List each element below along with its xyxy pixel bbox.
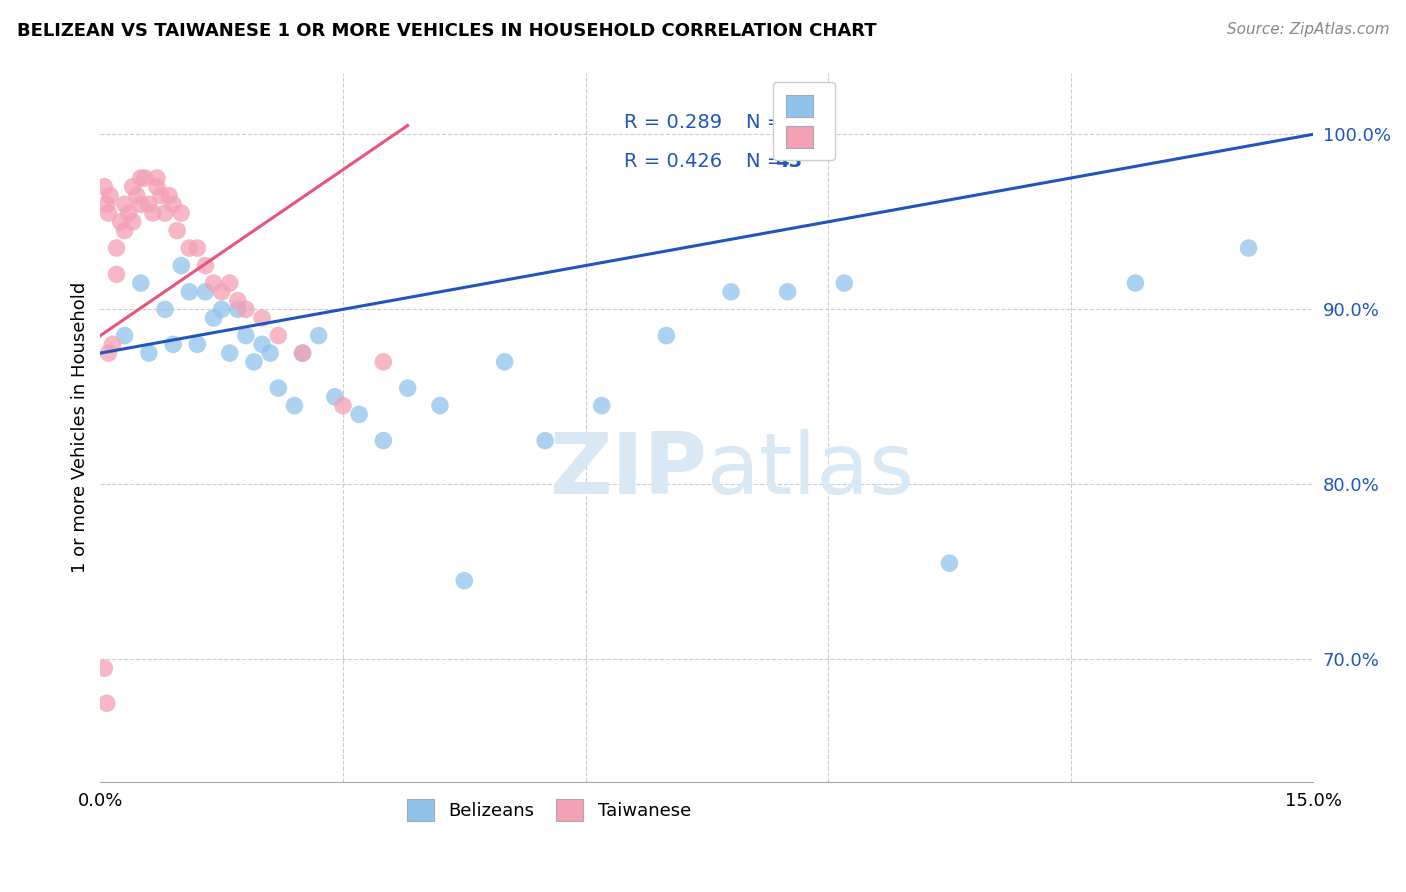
Point	[259, 346, 281, 360]
Text: N =: N =	[745, 153, 789, 171]
Point	[129, 276, 152, 290]
Point	[832, 276, 855, 290]
Point	[226, 293, 249, 308]
Point	[138, 197, 160, 211]
Point	[142, 206, 165, 220]
Point	[1125, 276, 1147, 290]
Point	[202, 311, 225, 326]
Point	[453, 574, 475, 588]
Point	[211, 285, 233, 299]
Text: BELIZEAN VS TAIWANESE 1 OR MORE VEHICLES IN HOUSEHOLD CORRELATION CHART: BELIZEAN VS TAIWANESE 1 OR MORE VEHICLES…	[17, 22, 876, 40]
Point	[153, 302, 176, 317]
Text: N =: N =	[745, 113, 789, 132]
Point	[291, 346, 314, 360]
Point	[146, 171, 169, 186]
Legend: Belizeans, Taiwanese: Belizeans, Taiwanese	[398, 789, 700, 830]
Point	[938, 556, 960, 570]
Point	[98, 188, 121, 202]
Point	[267, 381, 290, 395]
Point	[134, 171, 156, 186]
Point	[97, 206, 120, 220]
Point	[1237, 241, 1260, 255]
Point	[323, 390, 346, 404]
Point	[534, 434, 557, 448]
Point	[129, 171, 152, 186]
Point	[226, 302, 249, 317]
Point	[121, 179, 143, 194]
Text: Source: ZipAtlas.com: Source: ZipAtlas.com	[1226, 22, 1389, 37]
Point	[250, 311, 273, 326]
Point	[396, 381, 419, 395]
Point	[157, 188, 180, 202]
Point	[118, 206, 141, 220]
Point	[211, 302, 233, 317]
Point	[186, 241, 208, 255]
Point	[162, 197, 184, 211]
Point	[267, 328, 290, 343]
Point	[308, 328, 330, 343]
Text: atlas: atlas	[707, 428, 915, 511]
Text: 54: 54	[775, 113, 801, 132]
Point	[243, 355, 266, 369]
Point	[347, 408, 370, 422]
Point	[114, 328, 136, 343]
Point	[93, 179, 115, 194]
Point	[332, 399, 354, 413]
Point	[218, 276, 240, 290]
Point	[166, 223, 188, 237]
Point	[494, 355, 516, 369]
Point	[235, 328, 257, 343]
Point	[202, 276, 225, 290]
Point	[93, 661, 115, 675]
Point	[96, 696, 118, 710]
Text: R = 0.426: R = 0.426	[624, 153, 723, 171]
Point	[170, 259, 193, 273]
Point	[373, 355, 395, 369]
Point	[373, 434, 395, 448]
Point	[105, 268, 128, 282]
Point	[129, 197, 152, 211]
Point	[655, 328, 678, 343]
Point	[776, 285, 799, 299]
Point	[105, 241, 128, 255]
Point	[218, 346, 240, 360]
Point	[150, 188, 173, 202]
Point	[101, 337, 124, 351]
Point	[114, 223, 136, 237]
Y-axis label: 1 or more Vehicles in Household: 1 or more Vehicles in Household	[72, 282, 89, 574]
Point	[235, 302, 257, 317]
Point	[429, 399, 451, 413]
Point	[110, 215, 132, 229]
Point	[179, 285, 201, 299]
Point	[96, 197, 118, 211]
Point	[114, 197, 136, 211]
Point	[121, 215, 143, 229]
Point	[291, 346, 314, 360]
Point	[194, 259, 217, 273]
Point	[720, 285, 742, 299]
Point	[179, 241, 201, 255]
Point	[283, 399, 305, 413]
Point	[97, 346, 120, 360]
Point	[591, 399, 613, 413]
Point	[138, 346, 160, 360]
Point	[125, 188, 148, 202]
Point	[250, 337, 273, 351]
Text: R = 0.289: R = 0.289	[624, 113, 723, 132]
Text: 43: 43	[775, 153, 801, 171]
Point	[146, 179, 169, 194]
Point	[153, 206, 176, 220]
Point	[186, 337, 208, 351]
Point	[194, 285, 217, 299]
Point	[162, 337, 184, 351]
Text: ZIP: ZIP	[550, 428, 707, 511]
Point	[170, 206, 193, 220]
